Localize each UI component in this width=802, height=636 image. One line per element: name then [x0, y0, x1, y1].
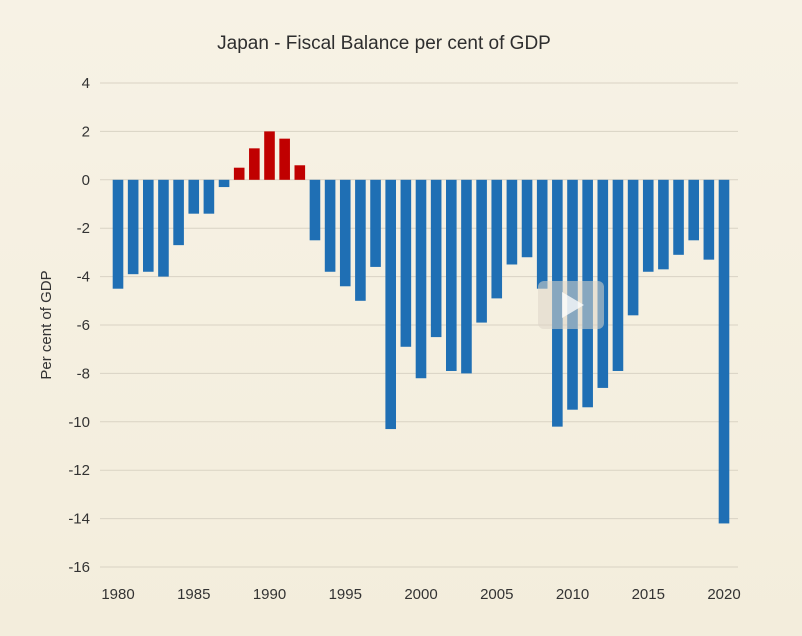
- bar-1980: [112, 179, 124, 289]
- bar-1992: [294, 165, 306, 180]
- bar-2002: [445, 179, 457, 371]
- bar-1996: [355, 179, 366, 301]
- y-tick-label: -16: [68, 559, 90, 576]
- x-tick-labels: 1980 1985 1990 1995 2000 2005 2010 2015 2020: [101, 586, 740, 603]
- y-tick-label: 4: [82, 75, 90, 92]
- bar-2005: [491, 179, 503, 299]
- y-tick-label: 0: [82, 172, 90, 189]
- bar-2007: [521, 179, 533, 258]
- x-tick-label: 2015: [632, 586, 665, 603]
- bar-1999: [400, 179, 412, 347]
- bar-1997: [370, 179, 381, 267]
- x-tick-label: 2000: [404, 586, 437, 603]
- bar-2017: [673, 179, 684, 255]
- bar-1984: [173, 179, 184, 246]
- video-play-overlay[interactable]: [538, 281, 604, 329]
- bar-2015: [642, 179, 654, 272]
- bar-2014: [627, 179, 639, 316]
- bars: [112, 131, 730, 524]
- bar-1983: [158, 179, 169, 277]
- bar-1989: [249, 148, 260, 180]
- x-tick-label: 2005: [480, 586, 513, 603]
- bar-1987: [218, 179, 230, 188]
- bar-2018: [688, 179, 700, 241]
- x-tick-label: 1995: [329, 586, 362, 603]
- x-tick-label: 1985: [177, 586, 210, 603]
- y-tick-label: 2: [82, 123, 90, 140]
- bar-2013: [612, 179, 624, 371]
- y-tick-label: -12: [68, 462, 90, 479]
- y-axis-title: Per cent of GDP: [38, 270, 55, 379]
- bar-1998: [385, 179, 397, 430]
- bar-1990: [264, 131, 275, 180]
- bar-1985: [188, 179, 200, 214]
- bar-1994: [324, 179, 336, 272]
- bar-2000: [415, 179, 427, 379]
- bar-2008: [536, 179, 548, 289]
- y-tick-label: -10: [68, 414, 90, 431]
- x-tick-label: 1990: [253, 586, 286, 603]
- bar-1995: [339, 179, 351, 287]
- bar-2004: [476, 179, 487, 323]
- bar-2001: [430, 179, 442, 338]
- bar-2006: [506, 179, 518, 265]
- bar-1986: [203, 179, 215, 214]
- bar-1981: [127, 179, 139, 275]
- bar-1991: [279, 138, 290, 180]
- y-tick-label: -2: [77, 220, 90, 237]
- x-tick-label: 1980: [101, 586, 134, 603]
- bar-2019: [703, 179, 715, 260]
- chart-title: Japan - Fiscal Balance per cent of GDP: [217, 33, 551, 54]
- bar-1988: [233, 167, 245, 180]
- y-tick-label: -14: [68, 511, 90, 528]
- bar-1982: [142, 179, 154, 272]
- y-tick-label: -4: [77, 269, 90, 286]
- x-tick-label: 2010: [556, 586, 589, 603]
- y-tick-label: -8: [77, 365, 90, 382]
- bar-1993: [309, 179, 321, 241]
- bar-2016: [658, 179, 669, 270]
- x-tick-label: 2020: [707, 586, 740, 603]
- y-tick-labels: 4 2 0 -2 -4 -6 -8 -10 -12 -14 -16: [68, 75, 90, 576]
- bar-2003: [461, 179, 472, 374]
- play-icon[interactable]: [562, 292, 584, 318]
- bar-2020: [718, 179, 730, 524]
- y-tick-label: -6: [77, 317, 90, 334]
